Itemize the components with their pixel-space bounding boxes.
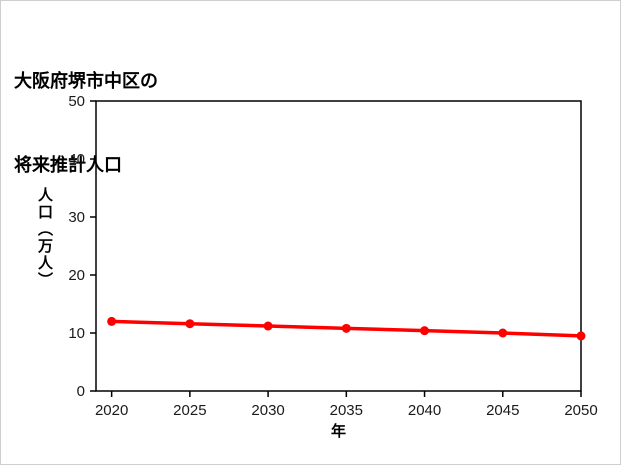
data-point-marker xyxy=(185,319,195,329)
y-tick-label: 0 xyxy=(77,383,85,400)
y-tick-label: 30 xyxy=(68,209,85,226)
x-tick-label: 2050 xyxy=(564,402,597,419)
chart-title-line1: 大阪府堺市中区の xyxy=(14,71,158,91)
x-tick-label: 2040 xyxy=(408,402,441,419)
chart-title: 大阪府堺市中区の 将来推計人口 xyxy=(14,11,158,235)
data-point-marker xyxy=(498,328,508,338)
y-tick-label: 50 xyxy=(68,93,85,110)
x-tick-label: 2020 xyxy=(95,402,128,419)
data-point-marker xyxy=(263,321,273,331)
data-point-marker xyxy=(341,323,351,333)
data-point-marker xyxy=(107,316,117,326)
x-tick-label: 2045 xyxy=(486,402,519,419)
y-tick-label: 10 xyxy=(68,325,85,342)
x-tick-label: 2030 xyxy=(251,402,284,419)
y-tick-label: 40 xyxy=(68,151,85,168)
x-axis-title: 年 xyxy=(330,423,346,440)
x-tick-label: 2035 xyxy=(330,402,363,419)
y-tick-label: 20 xyxy=(68,267,85,284)
x-tick-label: 2025 xyxy=(173,402,206,419)
chart-title-line2: 将来推計人口 xyxy=(14,155,122,175)
plot-frame xyxy=(95,100,582,392)
y-axis-title: 人口（万人） xyxy=(36,187,53,289)
data-point-marker xyxy=(420,326,430,336)
data-point-marker xyxy=(576,331,586,341)
